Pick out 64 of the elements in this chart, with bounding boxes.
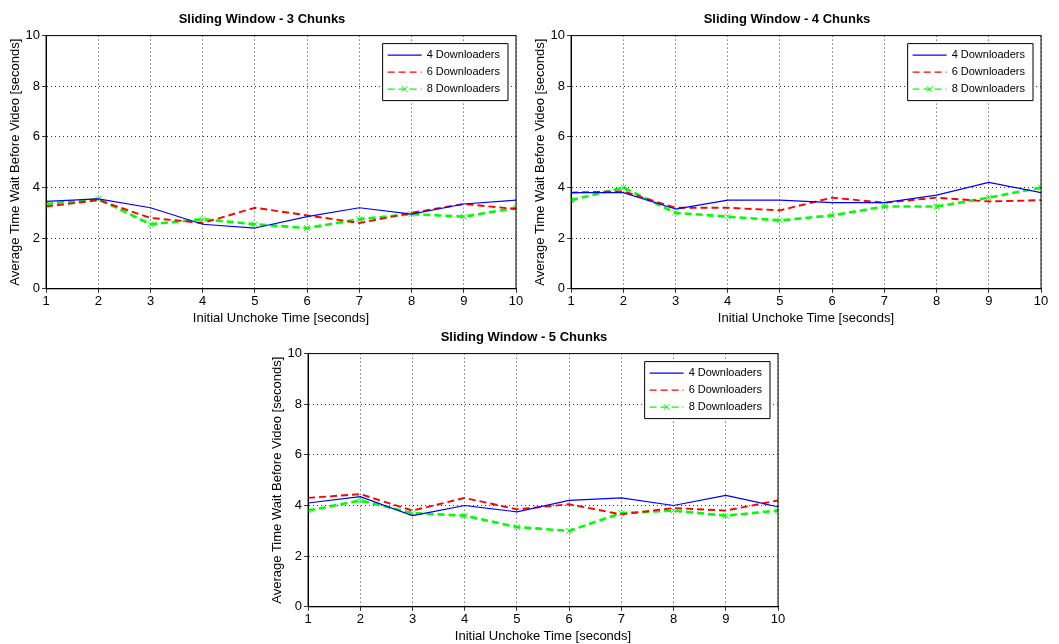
x-tick-label: 8 bbox=[932, 293, 941, 309]
y-tick-label: 6 bbox=[32, 128, 41, 144]
x-tick-label: 4 bbox=[461, 611, 469, 627]
y-tick-label: 4 bbox=[557, 179, 566, 195]
y-tick-label: 6 bbox=[557, 128, 566, 144]
y-tick-label: 0 bbox=[557, 280, 566, 296]
x-tick-label: 2 bbox=[619, 293, 627, 309]
x-tick-label: 7 bbox=[880, 293, 888, 309]
y-tick-label: 2 bbox=[32, 229, 41, 245]
y-tick-label: 10 bbox=[550, 27, 566, 43]
y-tick-label: 8 bbox=[294, 395, 303, 411]
legend-label: 4 Downloaders bbox=[688, 366, 763, 379]
x-tick-label: 3 bbox=[146, 293, 155, 309]
x-tick-label: 4 bbox=[724, 293, 732, 309]
x-tick-label: 1 bbox=[304, 611, 312, 627]
legend-label: 4 Downloaders bbox=[951, 48, 1026, 61]
y-tick-label: 4 bbox=[294, 497, 303, 513]
legend-label: 4 Downloaders bbox=[426, 48, 501, 61]
y-axis-title: Average Time Wait Before Video [seconds] bbox=[7, 38, 23, 286]
x-tick-label: 2 bbox=[94, 293, 102, 309]
legend-label: 8 Downloaders bbox=[951, 82, 1026, 95]
legend-label: 6 Downloaders bbox=[426, 65, 501, 78]
y-tick-label: 4 bbox=[32, 179, 41, 195]
x-tick-label: 10 bbox=[770, 611, 786, 627]
chart-title: Sliding Window - 4 Chunks bbox=[703, 11, 871, 27]
x-tick-label: 7 bbox=[355, 293, 363, 309]
x-tick-label: 9 bbox=[460, 293, 468, 309]
x-axis-title: Initial Unchoke Time [seconds] bbox=[192, 309, 370, 325]
x-tick-label: 9 bbox=[985, 293, 993, 309]
x-tick-label: 5 bbox=[776, 293, 784, 309]
x-tick-label: 3 bbox=[408, 611, 417, 627]
y-axis-title: Average Time Wait Before Video [seconds] bbox=[532, 38, 548, 286]
y-tick-label: 10 bbox=[287, 345, 303, 361]
legend-label: 6 Downloaders bbox=[688, 383, 763, 396]
x-tick-label: 1 bbox=[567, 293, 575, 309]
x-axis-title: Initial Unchoke Time [seconds] bbox=[454, 627, 632, 643]
chart-title: Sliding Window - 5 Chunks bbox=[440, 329, 608, 345]
y-tick-label: 2 bbox=[557, 229, 566, 245]
x-tick-label: 8 bbox=[669, 611, 678, 627]
x-tick-label: 9 bbox=[722, 611, 730, 627]
y-axis-title: Average Time Wait Before Video [seconds] bbox=[269, 356, 285, 604]
x-axis-title: Initial Unchoke Time [seconds] bbox=[717, 309, 895, 325]
y-tick-label: 10 bbox=[25, 27, 41, 43]
y-tick-label: 8 bbox=[557, 77, 566, 93]
y-tick-label: 0 bbox=[32, 280, 41, 296]
legend-label: 6 Downloaders bbox=[951, 65, 1026, 78]
y-tick-label: 6 bbox=[294, 446, 303, 462]
y-tick-label: 8 bbox=[32, 77, 41, 93]
x-tick-label: 8 bbox=[407, 293, 416, 309]
x-tick-label: 2 bbox=[356, 611, 364, 627]
y-tick-label: 0 bbox=[294, 598, 303, 614]
x-tick-label: 5 bbox=[251, 293, 259, 309]
chart-title: Sliding Window - 3 Chunks bbox=[178, 11, 346, 27]
x-tick-label: 3 bbox=[671, 293, 680, 309]
x-tick-label: 6 bbox=[828, 293, 836, 309]
x-tick-label: 1 bbox=[42, 293, 50, 309]
y-tick-label: 2 bbox=[294, 547, 303, 563]
x-tick-label: 10 bbox=[1033, 293, 1049, 309]
x-tick-label: 10 bbox=[508, 293, 524, 309]
x-tick-label: 7 bbox=[617, 611, 625, 627]
legend-label: 8 Downloaders bbox=[426, 82, 501, 95]
legend-label: 8 Downloaders bbox=[688, 400, 763, 413]
x-tick-label: 4 bbox=[199, 293, 207, 309]
x-tick-label: 5 bbox=[513, 611, 521, 627]
